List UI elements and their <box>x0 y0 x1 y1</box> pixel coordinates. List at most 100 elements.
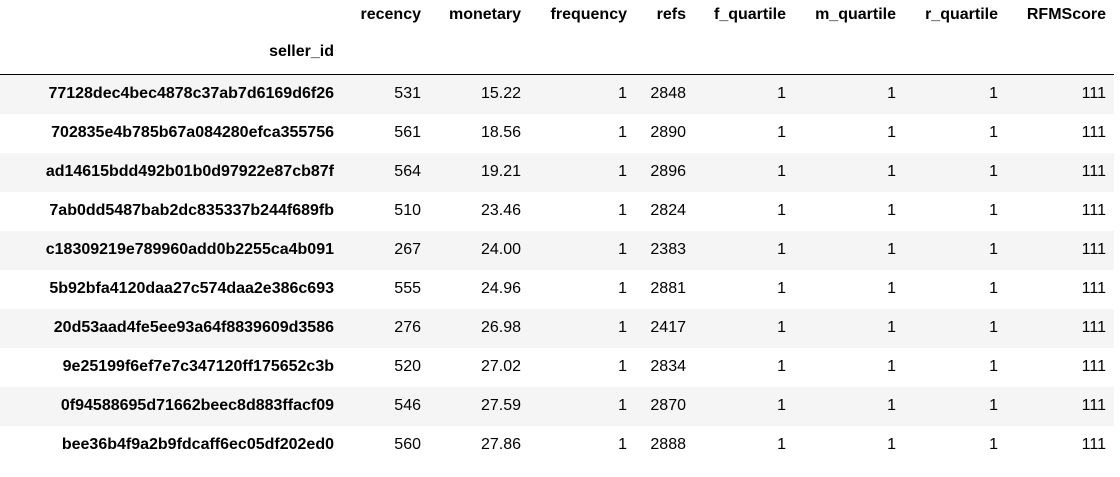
index-row-spacer <box>794 30 904 75</box>
cell-f-quartile: 1 <box>777 319 786 336</box>
row-index-seller-id: 9e25199f6ef7e7c347120ff175652c3b <box>62 358 334 375</box>
cell-f-quartile: 1 <box>777 241 786 258</box>
row-index-seller-id: 702835e4b785b67a084280efca355756 <box>51 124 334 141</box>
cell-frequency: 1 <box>618 85 627 103</box>
cell-refs: 2417 <box>650 319 686 336</box>
cell-rfmscore: 111 <box>1081 436 1106 453</box>
cell-recency: 564 <box>394 163 421 180</box>
cell-frequency: 1 <box>618 280 627 297</box>
table-row: 20d53aad4fe5ee93a64f8839609d3586 276 26.98… <box>0 308 1114 348</box>
cell-refs: 2881 <box>650 280 686 297</box>
column-header: f_quartile <box>713 6 786 23</box>
index-name-row: seller_id <box>0 30 1114 75</box>
cell-m-quartile: 1 <box>887 163 896 180</box>
cell-recency: 561 <box>394 124 421 141</box>
cell-m-quartile: 1 <box>887 241 896 258</box>
cell-r-quartile: 1 <box>989 124 998 141</box>
row-index-seller-id: 0f94588695d71662beec8d883ffacf09 <box>60 397 334 414</box>
table-row: ad14615bdd492b01b0d97922e87cb87f 564 19.21… <box>0 152 1114 192</box>
column-header: RFMScore <box>1026 6 1106 23</box>
table-row: bee36b4f9a2b9fdcaff6ec05df202ed0 560 27.86… <box>0 425 1114 465</box>
cell-f-quartile: 1 <box>777 358 786 375</box>
cell-refs: 2848 <box>650 85 686 103</box>
cell-f-quartile: 1 <box>777 85 786 103</box>
table-row: 7ab0dd5487bab2dc835337b244f689fb 510 23.46… <box>0 191 1114 231</box>
cell-monetary: 27.86 <box>480 436 521 453</box>
cell-r-quartile: 1 <box>989 85 998 103</box>
cell-rfmscore: 111 <box>1081 241 1106 258</box>
cell-m-quartile: 1 <box>887 319 896 336</box>
row-index-seller-id: ad14615bdd492b01b0d97922e87cb87f <box>45 163 334 180</box>
index-row-spacer <box>1006 30 1114 75</box>
cell-r-quartile: 1 <box>989 358 998 375</box>
cell-monetary: 26.98 <box>480 319 521 336</box>
cell-m-quartile: 1 <box>887 202 896 219</box>
index-row-spacer <box>429 30 529 75</box>
row-index-seller-id: 20d53aad4fe5ee93a64f8839609d3586 <box>53 319 334 336</box>
cell-frequency: 1 <box>618 319 627 336</box>
cell-recency: 531 <box>394 85 421 103</box>
cell-refs: 2896 <box>650 163 686 180</box>
cell-f-quartile: 1 <box>777 436 786 453</box>
dataframe-table: recency monetary frequency refs f_quartile m_… <box>0 0 1114 465</box>
cell-monetary: 24.96 <box>480 280 521 297</box>
table-row: 5b92bfa4120daa27c574daa2e386c693 555 24.96… <box>0 269 1114 309</box>
cell-refs: 2383 <box>650 241 686 258</box>
cell-recency: 267 <box>394 241 421 258</box>
cell-monetary: 19.21 <box>480 163 521 180</box>
cell-m-quartile: 1 <box>887 124 896 141</box>
index-row-spacer <box>635 30 694 75</box>
column-header: monetary <box>448 6 521 23</box>
cell-refs: 2824 <box>650 202 686 219</box>
cell-m-quartile: 1 <box>887 85 896 103</box>
cell-rfmscore: 111 <box>1081 397 1106 414</box>
index-row-spacer <box>342 30 429 75</box>
cell-rfmscore: 111 <box>1081 124 1106 141</box>
index-corner-cell <box>0 0 342 30</box>
cell-recency: 546 <box>394 397 421 414</box>
cell-monetary: 23.46 <box>480 202 521 219</box>
cell-rfmscore: 111 <box>1081 85 1106 103</box>
column-header: frequency <box>550 6 627 23</box>
row-index-seller-id: 7ab0dd5487bab2dc835337b244f689fb <box>49 202 334 219</box>
column-header: m_quartile <box>815 6 896 23</box>
cell-monetary: 18.56 <box>480 124 521 141</box>
row-index-seller-id: bee36b4f9a2b9fdcaff6ec05df202ed0 <box>61 436 334 453</box>
cell-recency: 510 <box>394 202 421 219</box>
cell-refs: 2888 <box>650 436 686 453</box>
cell-monetary: 27.02 <box>480 358 521 375</box>
cell-m-quartile: 1 <box>887 280 896 297</box>
index-row-spacer <box>694 30 794 75</box>
table-header: recency monetary frequency refs f_quartile m_… <box>0 0 1114 75</box>
cell-f-quartile: 1 <box>777 397 786 414</box>
cell-frequency: 1 <box>618 163 627 180</box>
column-header: refs <box>656 6 686 23</box>
column-header-row: recency monetary frequency refs f_quartile m_… <box>0 0 1114 30</box>
cell-monetary: 27.59 <box>480 397 521 414</box>
cell-monetary: 24.00 <box>480 241 521 258</box>
index-row-spacer <box>529 30 635 75</box>
row-index-seller-id: c18309219e789960add0b2255ca4b091 <box>45 241 334 258</box>
cell-r-quartile: 1 <box>989 436 998 453</box>
cell-r-quartile: 1 <box>989 241 998 258</box>
cell-recency: 555 <box>394 280 421 297</box>
table-row: 9e25199f6ef7e7c347120ff175652c3b 520 27.02… <box>0 347 1114 387</box>
cell-refs: 2870 <box>650 397 686 414</box>
row-index-seller-id: 77128dec4bec4878c37ab7d6169d6f26 <box>48 85 334 103</box>
cell-rfmscore: 111 <box>1081 319 1106 336</box>
cell-rfmscore: 111 <box>1081 163 1106 180</box>
cell-r-quartile: 1 <box>989 397 998 414</box>
row-index-seller-id: 5b92bfa4120daa27c574daa2e386c693 <box>49 280 334 297</box>
cell-frequency: 1 <box>618 436 627 453</box>
cell-frequency: 1 <box>618 397 627 414</box>
index-name-header: seller_id <box>0 30 342 75</box>
cell-r-quartile: 1 <box>989 319 998 336</box>
column-header: recency <box>360 6 422 23</box>
cell-m-quartile: 1 <box>887 436 896 453</box>
cell-m-quartile: 1 <box>887 358 896 375</box>
table-row: c18309219e789960add0b2255ca4b091 267 24.00… <box>0 230 1114 270</box>
cell-f-quartile: 1 <box>777 202 786 219</box>
cell-recency: 276 <box>394 319 421 336</box>
column-header: r_quartile <box>925 6 998 23</box>
